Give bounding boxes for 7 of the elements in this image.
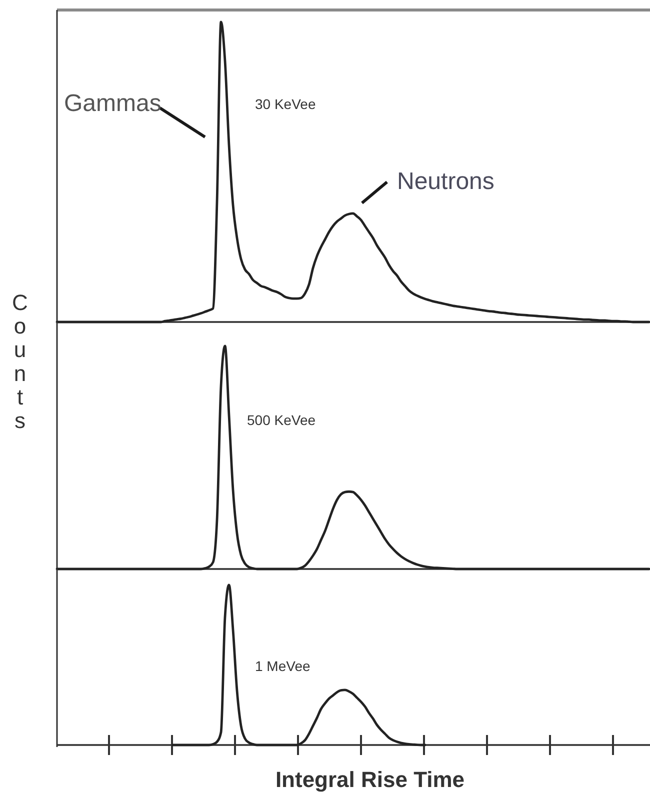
annotation: 500 KeVee (247, 412, 316, 428)
annotation: Neutrons (397, 168, 494, 195)
annotation: Gammas (64, 90, 162, 117)
annotation: 1 MeVee (255, 658, 310, 674)
y-axis-title: Counts (12, 290, 28, 433)
annotation: 30 KeVee (255, 96, 316, 112)
x-axis-title: Integral Rise Time (275, 767, 465, 792)
